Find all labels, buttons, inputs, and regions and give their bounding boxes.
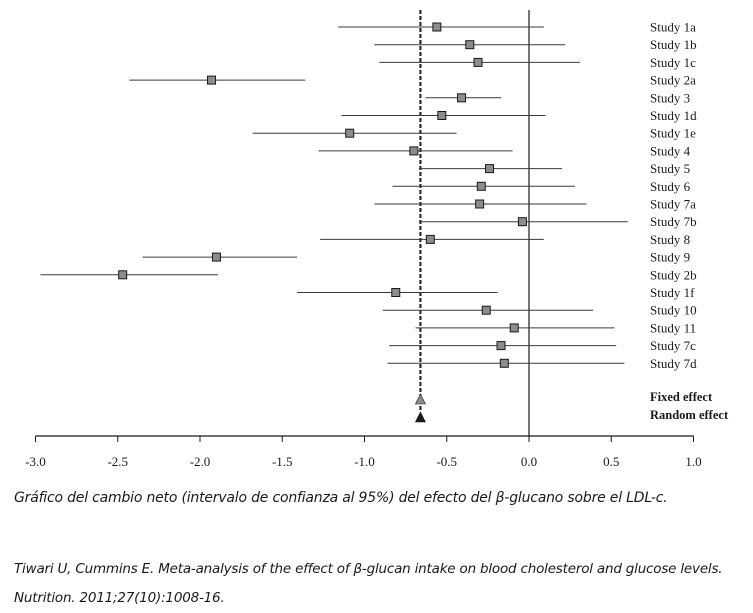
study-row: Study 7d [387,356,697,371]
x-tick-label: 1.0 [685,454,701,469]
point-estimate-square [432,22,442,32]
study-label: Study 1f [650,285,695,300]
study-label: Study 7b [650,214,697,229]
study-label: Study 3 [650,90,690,105]
study-row: Study 2a [129,73,696,88]
x-tick-label: -2.0 [190,454,211,469]
study-label: Study 7c [650,338,696,353]
pooled-row: Fixed effect [414,390,713,405]
point-estimate-square [409,146,419,156]
study-row: Study 1e [252,126,696,141]
x-tick-label: -0.5 [436,454,457,469]
pooled-label: Random effect [650,408,729,422]
point-estimate-square [457,93,467,103]
study-label: Study 5 [650,161,690,176]
study-row: Study 1d [341,108,697,123]
point-estimate-square [211,252,221,262]
pooled-row: Random effect [414,408,729,423]
pooled-rows: Fixed effect Random effect [414,390,729,423]
x-tick-label: -1.5 [272,454,293,469]
study-row: Study 1f [297,285,695,300]
study-row: Study 8 [320,232,690,247]
study-row: Study 11 [415,320,696,335]
study-row: Study 5 [418,161,690,176]
study-label: Study 2b [650,267,697,282]
study-row: Study 3 [425,90,690,105]
study-row: Study 7c [389,338,696,353]
study-rows: Study 1a Study 1b Study 1c Study 2a Study 3 S… [40,20,697,371]
x-tick-label: 0.5 [603,454,619,469]
point-estimate-square [476,181,486,191]
study-label: Study 7a [650,197,696,212]
point-estimate-square [207,75,217,85]
point-estimate-square [391,288,401,297]
study-label: Study 9 [650,250,690,265]
point-estimate-square [465,40,475,50]
point-estimate-square [496,341,506,351]
x-tick-label: -2.5 [107,454,128,469]
point-estimate-square [517,217,527,227]
study-row: Study 9 [142,250,690,265]
study-row: Study 4 [318,143,691,158]
study-label: Study 2a [650,73,696,88]
study-label: Study 1d [650,108,697,123]
figure-caption: Gráfico del cambio neto (intervalo de co… [14,490,668,506]
point-estimate-square [473,57,483,67]
study-label: Study 7d [650,356,697,371]
study-label: Study 6 [650,179,691,194]
point-estimate-square [118,270,128,280]
study-label: Study 4 [650,143,691,158]
study-label: Study 8 [650,232,690,247]
x-tick-label: -3.0 [25,454,46,469]
study-row: Study 7a [374,197,696,212]
study-row: Study 1c [379,55,696,70]
study-label: Study 1c [650,55,696,70]
study-label: Study 1a [650,20,696,35]
study-label: Study 10 [650,303,697,318]
triangle-marker-icon [414,411,426,423]
study-row: Study 7b [418,214,697,229]
point-estimate-square [475,199,485,209]
point-estimate-square [485,164,495,174]
x-axis: -3.0 -2.5 -2.0 -1.5 -1.0 -0.5 0.0 0.5 1.0 [25,435,702,469]
study-row: Study 2b [40,267,697,282]
x-tick-label: 0.0 [521,454,537,469]
study-row: Study 1b [374,37,697,52]
pooled-label: Fixed effect [650,390,713,404]
point-estimate-square [499,358,509,368]
x-tick-label: -1.0 [354,454,375,469]
triangle-marker-icon [414,393,426,405]
point-estimate-square [345,128,355,138]
forest-plot: Study 1a Study 1b Study 1c Study 2a Study 3 S… [25,10,729,469]
study-label: Study 11 [650,320,696,335]
study-row: Study 1a [338,20,696,35]
study-label: Study 1b [650,37,697,52]
point-estimate-square [425,234,435,244]
point-estimate-square [481,305,491,315]
point-estimate-square [509,323,519,333]
reference-lines [419,10,530,436]
study-row: Study 10 [382,303,697,318]
study-row: Study 6 [392,179,691,194]
citation-reference: Tiwari U, Cummins E. Meta-analysis of th… [14,561,723,606]
study-label: Study 1e [650,126,696,141]
point-estimate-square [437,111,447,120]
